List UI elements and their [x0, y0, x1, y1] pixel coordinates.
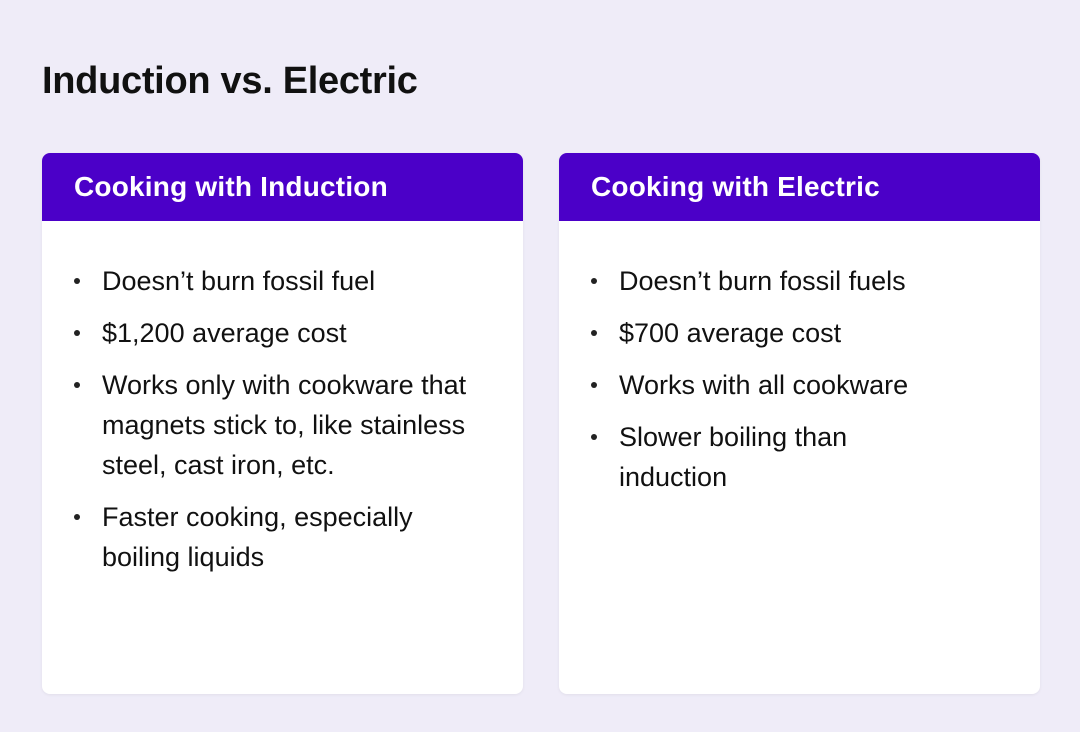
bullet-icon [74, 382, 80, 388]
list-item: Doesn’t burn fossil fuels [591, 261, 1010, 301]
bullet-icon [591, 434, 597, 440]
list-item: $700 average cost [591, 313, 1010, 353]
induction-card: Cooking with Induction Doesn’t burn foss… [42, 153, 523, 694]
bullet-icon [591, 278, 597, 284]
card-heading: Cooking with Induction [74, 171, 388, 202]
bullet-list: Doesn’t burn fossil fuels $700 average c… [559, 221, 1040, 497]
bullet-icon [74, 514, 80, 520]
card-heading: Cooking with Electric [591, 171, 880, 202]
bullet-list: Doesn’t burn fossil fuel $1,200 average … [42, 221, 523, 577]
list-item: Doesn’t burn fossil fuel [74, 261, 493, 301]
card-header: Cooking with Induction [42, 153, 523, 221]
bullet-icon [74, 330, 80, 336]
page-title: Induction vs. Electric [42, 60, 418, 102]
list-item: Slower boiling than induction [591, 417, 1010, 497]
bullet-icon [591, 330, 597, 336]
list-item: Works only with cookware that magnets st… [74, 365, 493, 485]
bullet-icon [74, 278, 80, 284]
electric-card: Cooking with Electric Doesn’t burn fossi… [559, 153, 1040, 694]
list-item: $1,200 average cost [74, 313, 493, 353]
bullet-icon [591, 382, 597, 388]
list-item: Faster cooking, especially boiling liqui… [74, 497, 493, 577]
list-item: Works with all cookware [591, 365, 1010, 405]
card-header: Cooking with Electric [559, 153, 1040, 221]
